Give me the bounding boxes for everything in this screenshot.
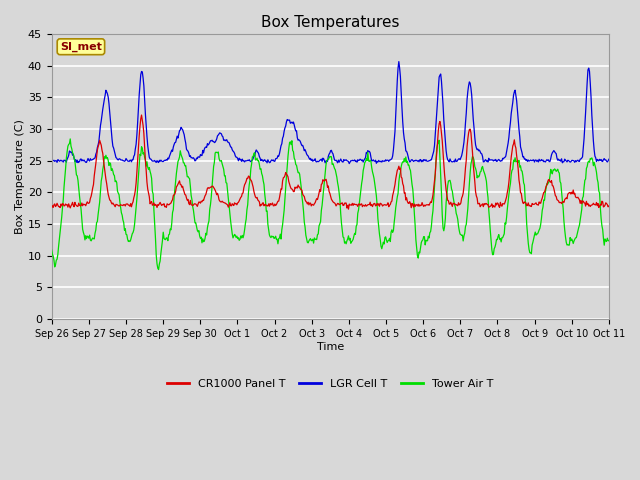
Y-axis label: Box Temperature (C): Box Temperature (C) [15,119,25,234]
Legend: CR1000 Panel T, LGR Cell T, Tower Air T: CR1000 Panel T, LGR Cell T, Tower Air T [163,374,498,393]
Text: SI_met: SI_met [60,42,102,52]
X-axis label: Time: Time [317,342,344,351]
Title: Box Temperatures: Box Temperatures [261,15,399,30]
